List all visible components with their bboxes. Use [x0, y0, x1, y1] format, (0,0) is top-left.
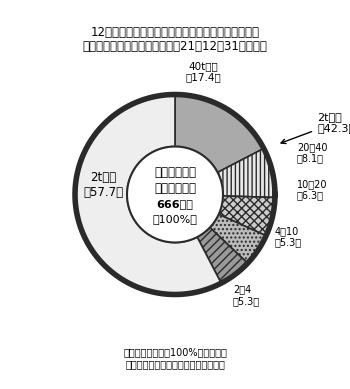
Wedge shape	[218, 149, 275, 198]
Text: 2t未満
（57.7）: 2t未満 （57.7）	[83, 170, 123, 198]
Wedge shape	[197, 228, 248, 283]
Text: 666工場: 666工場	[156, 200, 194, 210]
Text: 2～4
（5.3）: 2～4 （5.3）	[233, 284, 260, 306]
Text: 2t以上
（42.3）: 2t以上 （42.3）	[281, 112, 350, 144]
Text: 40t以上
（17.4）: 40t以上 （17.4）	[185, 61, 221, 82]
Wedge shape	[175, 95, 264, 172]
Text: 10～20
（6.3）: 10～20 （6.3）	[297, 179, 328, 200]
Text: 20～40
（8.1）: 20～40 （8.1）	[297, 142, 328, 163]
Text: 乳製品工場割合（全国）（平成21年12月31日現在）: 乳製品工場割合（全国）（平成21年12月31日現在）	[83, 40, 267, 53]
Text: （100%）: （100%）	[153, 214, 197, 224]
Text: 乳製品工場数: 乳製品工場数	[154, 182, 196, 195]
Text: のは、四捨五入によるものである。: のは、四捨五入によるものである。	[125, 359, 225, 370]
Text: 注：割合の合計が100%とならない: 注：割合の合計が100%とならない	[123, 347, 227, 357]
Wedge shape	[75, 95, 221, 294]
Text: 牛乳処理場・: 牛乳処理場・	[154, 166, 196, 179]
Circle shape	[127, 147, 223, 242]
Wedge shape	[219, 196, 275, 236]
Wedge shape	[210, 214, 266, 263]
Text: 4～10
（5.3）: 4～10 （5.3）	[275, 226, 302, 247]
Text: 12月の１日当たり生乳処理量規模別の牛乳処理場・: 12月の１日当たり生乳処理量規模別の牛乳処理場・	[91, 26, 259, 39]
